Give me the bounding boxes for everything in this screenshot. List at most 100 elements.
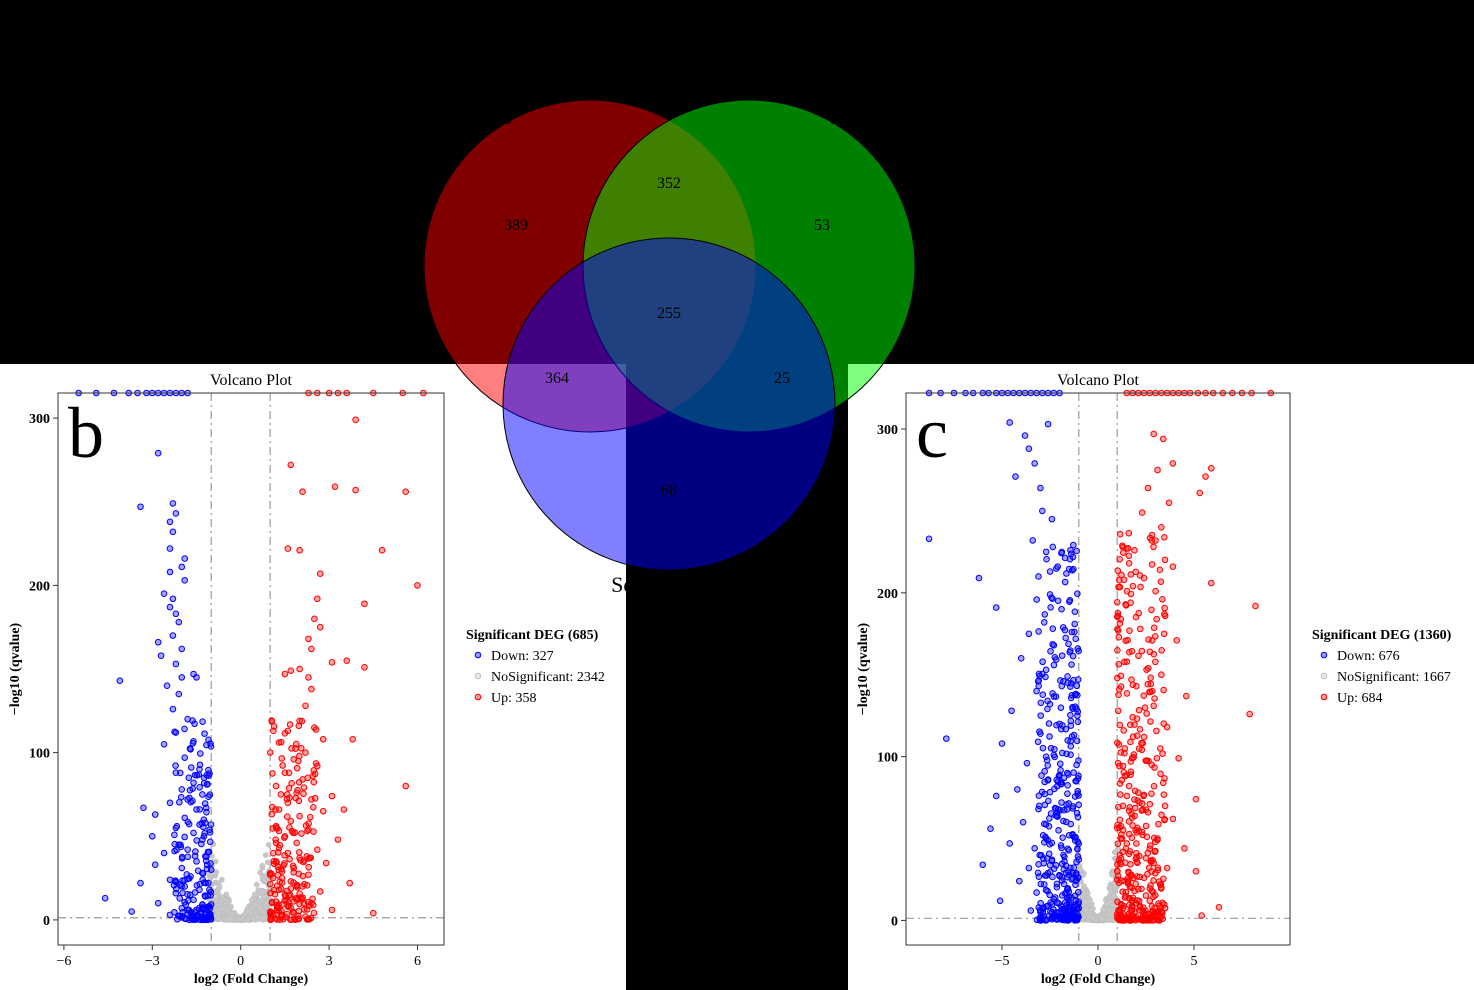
nonsig-point <box>215 910 222 917</box>
up-point <box>349 735 356 743</box>
up-point <box>1116 816 1124 824</box>
up-point <box>340 806 348 813</box>
down-point <box>1075 772 1082 780</box>
up-point <box>1114 707 1122 715</box>
up-point <box>1158 884 1165 891</box>
venn-label-se0-se1: Se0 VS Se1 <box>830 104 935 129</box>
up-point <box>1125 807 1133 815</box>
up-point <box>305 826 312 833</box>
up-point <box>1148 761 1156 769</box>
x-tick-label: 6 <box>414 954 421 969</box>
down-point <box>166 545 174 552</box>
nonsig-point <box>212 897 219 904</box>
down-point <box>172 877 179 884</box>
down-point <box>1062 634 1069 642</box>
up-point <box>1169 815 1177 823</box>
down-point <box>137 879 144 887</box>
up-point <box>293 839 300 847</box>
x-axis-label: log2 (Fold Change) <box>1041 972 1156 987</box>
down-point <box>1060 677 1067 685</box>
down-point <box>1075 647 1082 655</box>
down-point <box>1039 905 1047 913</box>
down-point <box>1071 628 1078 636</box>
up-point <box>266 869 274 877</box>
down-point <box>1070 864 1078 872</box>
up-point <box>299 883 306 890</box>
up-point <box>1146 648 1154 656</box>
down-point <box>166 799 174 807</box>
down-point <box>1042 753 1050 761</box>
up-point <box>295 849 303 856</box>
up-point <box>1137 583 1144 591</box>
up-point <box>1129 681 1137 689</box>
down-point <box>175 841 183 848</box>
down-point <box>1044 887 1051 895</box>
up-point <box>1160 875 1167 883</box>
up-point <box>1152 847 1159 855</box>
down-point <box>1053 883 1061 891</box>
up-point <box>1138 746 1146 754</box>
down-point <box>1069 869 1077 877</box>
up-point <box>361 600 368 608</box>
down-point <box>1035 861 1042 868</box>
down-point <box>196 880 204 888</box>
up-point <box>299 776 306 783</box>
up-point <box>281 832 289 840</box>
legend-marker <box>474 693 482 701</box>
legend-label: Up: 684 <box>1337 691 1383 706</box>
up-point <box>313 846 321 853</box>
up-point <box>1131 546 1138 554</box>
nonsig-point <box>1084 890 1091 896</box>
up-point <box>266 880 274 888</box>
up-point <box>303 853 311 860</box>
up-point <box>1115 660 1123 668</box>
up-point <box>1123 840 1131 847</box>
y-axis-label: −log10 (qvalue) <box>8 622 23 715</box>
down-point <box>184 909 191 917</box>
down-point <box>190 779 197 787</box>
down-point <box>1053 880 1061 888</box>
up-point <box>1155 820 1162 828</box>
up-point <box>1154 835 1161 842</box>
up-point <box>1150 859 1157 867</box>
up-point <box>1183 692 1190 700</box>
down-point <box>1049 543 1057 551</box>
down-point <box>1046 788 1054 796</box>
up-point <box>1163 723 1171 731</box>
up-point <box>1118 571 1125 579</box>
down-point <box>1068 876 1076 883</box>
down-point <box>1071 620 1079 628</box>
down-point <box>1063 769 1071 777</box>
up-point <box>352 486 359 494</box>
down-point <box>1047 604 1054 611</box>
volcano-panel-b: Volcano Plot −6 −3 0 3 6 0 100 200 300 log2 (Fold … <box>0 364 626 990</box>
down-point <box>1041 790 1049 798</box>
down-point <box>171 847 178 855</box>
down-point <box>172 610 180 618</box>
up-point <box>275 886 283 894</box>
down-point <box>1045 720 1053 727</box>
panel-letter: c <box>916 393 948 473</box>
up-point <box>319 807 327 815</box>
down-point <box>116 677 124 685</box>
up-point <box>1207 465 1215 472</box>
down-point <box>1033 596 1040 603</box>
down-point <box>1067 737 1074 745</box>
up-point <box>272 858 280 865</box>
down-point <box>196 761 204 769</box>
up-point <box>272 782 280 790</box>
down-point <box>207 821 215 828</box>
up-point <box>1133 849 1140 857</box>
legend-label: NoSignificant: 2342 <box>491 670 605 685</box>
up-point <box>1121 749 1128 757</box>
up-point <box>1144 849 1152 857</box>
down-point <box>196 886 203 894</box>
up-point <box>1127 758 1135 765</box>
up-point <box>1154 864 1162 872</box>
down-point <box>1015 877 1023 885</box>
down-point <box>101 894 109 902</box>
down-point <box>169 705 177 713</box>
down-point <box>137 503 144 511</box>
down-point <box>1041 801 1049 809</box>
down-point <box>166 568 174 576</box>
